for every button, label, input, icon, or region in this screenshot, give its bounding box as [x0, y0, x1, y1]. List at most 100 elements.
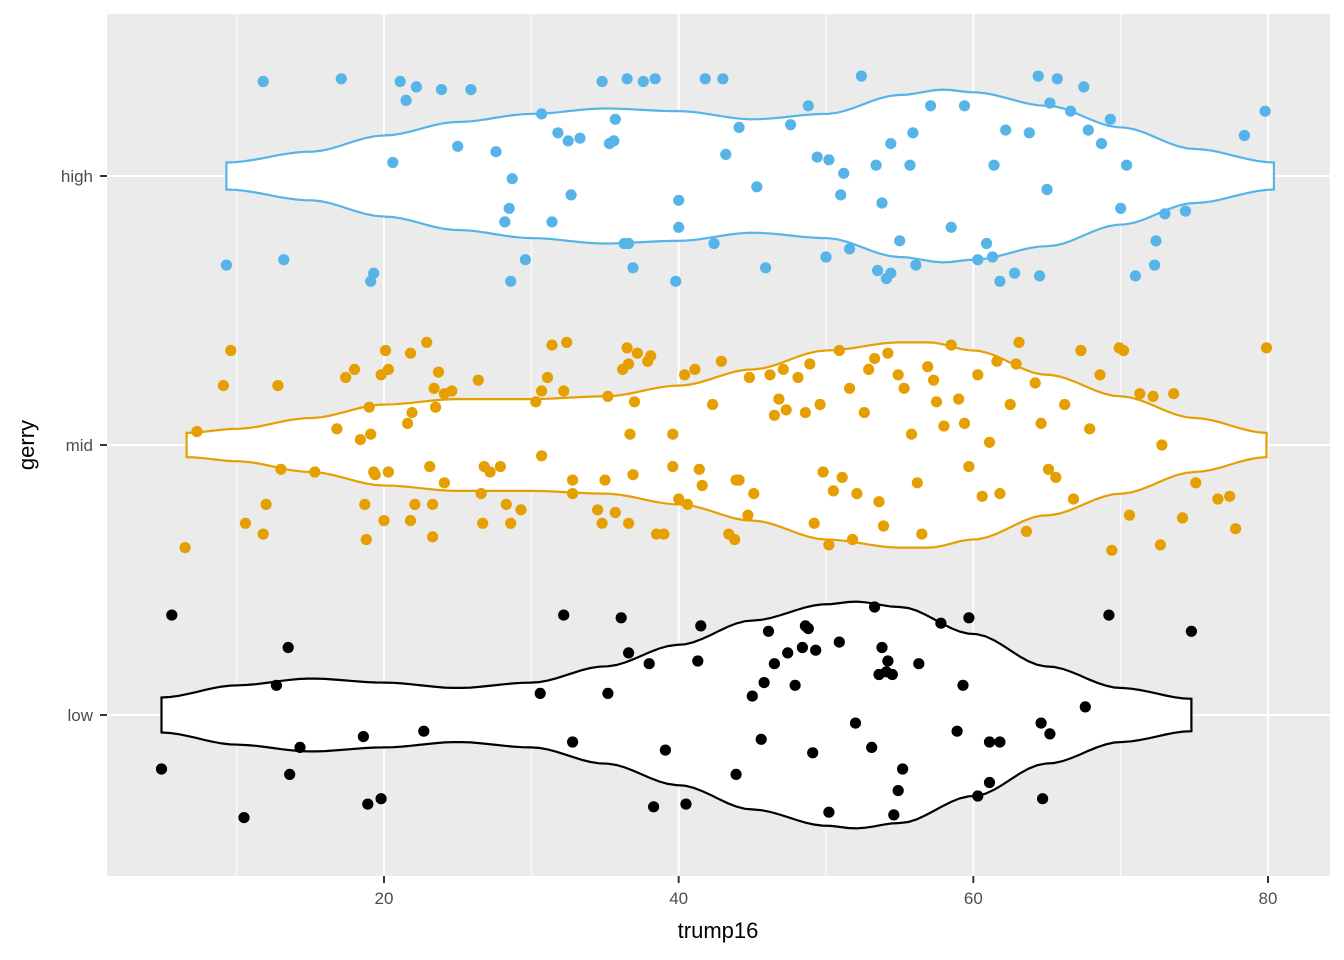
point-mid — [1075, 344, 1087, 357]
point-mid — [1154, 539, 1166, 551]
point-mid — [976, 490, 988, 502]
point-mid — [667, 461, 679, 473]
point-high — [452, 140, 464, 152]
point-mid — [658, 528, 670, 540]
point-mid — [369, 469, 381, 481]
point-mid — [823, 539, 835, 551]
point-high — [465, 84, 477, 96]
point-low — [758, 677, 770, 689]
point-low — [270, 679, 282, 691]
point-high — [1078, 81, 1090, 93]
point-high — [823, 154, 835, 166]
point-high — [623, 237, 635, 250]
point-mid — [922, 361, 934, 373]
point-mid — [406, 407, 418, 419]
point-high — [1179, 205, 1192, 217]
point-high — [278, 254, 290, 266]
point-high — [945, 221, 957, 233]
point-mid — [1224, 490, 1236, 502]
point-mid — [1123, 509, 1136, 521]
point-mid — [260, 498, 272, 510]
point-mid — [536, 450, 548, 462]
point-high — [870, 159, 882, 171]
point-mid — [438, 477, 450, 489]
point-mid — [379, 344, 392, 357]
point-high — [536, 108, 548, 120]
point-mid — [427, 498, 439, 510]
point-mid — [768, 409, 781, 421]
point-mid — [494, 461, 506, 473]
point-mid — [858, 407, 870, 419]
point-low — [643, 658, 655, 670]
point-high — [621, 73, 633, 85]
point-low — [972, 790, 984, 802]
point-high — [637, 75, 649, 88]
point-mid — [609, 506, 621, 519]
point-mid — [994, 488, 1006, 500]
point-high — [811, 151, 823, 163]
point-mid — [780, 404, 792, 416]
point-mid — [673, 493, 685, 505]
point-mid — [402, 417, 414, 429]
point-mid — [179, 542, 191, 554]
point-mid — [446, 385, 458, 397]
point-mid — [409, 498, 421, 510]
point-mid — [1156, 439, 1168, 451]
point-low — [886, 668, 898, 681]
point-high — [609, 113, 621, 125]
point-high — [872, 264, 884, 277]
point-mid — [777, 363, 789, 375]
point-mid — [945, 339, 957, 351]
point-low — [897, 763, 909, 775]
point-high — [673, 221, 685, 233]
point-low — [418, 725, 430, 737]
point-mid — [477, 517, 489, 529]
x-axis: 20 40 60 80 — [375, 876, 1277, 908]
point-high — [519, 254, 532, 266]
point-mid — [1212, 493, 1224, 505]
point-mid — [991, 355, 1003, 367]
point-mid — [958, 417, 971, 429]
point-mid — [836, 471, 848, 483]
point-high — [855, 70, 868, 82]
point-mid — [404, 347, 417, 359]
y-tick-label: low — [67, 706, 93, 725]
point-mid — [505, 517, 517, 529]
point-high — [673, 194, 685, 206]
point-mid — [1106, 544, 1118, 556]
point-mid — [621, 342, 633, 354]
point-high — [1051, 73, 1063, 85]
point-high — [505, 275, 517, 287]
point-low — [623, 647, 635, 659]
point-mid — [814, 398, 826, 411]
point-low — [789, 679, 801, 691]
point-mid — [541, 371, 554, 384]
point-mid — [693, 463, 705, 475]
point-mid — [546, 339, 558, 351]
point-mid — [363, 401, 375, 413]
point-high — [368, 267, 380, 279]
point-mid — [898, 382, 910, 394]
point-high — [1104, 113, 1116, 125]
point-mid — [432, 366, 445, 378]
y-axis-title: gerry — [14, 420, 39, 470]
point-mid — [733, 474, 745, 486]
point-low — [695, 620, 707, 632]
point-mid — [623, 358, 635, 370]
point-mid — [1013, 336, 1025, 348]
point-low — [963, 612, 975, 624]
point-mid — [1010, 358, 1022, 370]
point-mid — [930, 396, 943, 408]
point-mid — [421, 336, 433, 348]
point-mid — [846, 533, 859, 546]
point-low — [746, 690, 758, 702]
point-low — [951, 725, 963, 737]
point-mid — [911, 477, 923, 489]
point-high — [627, 262, 639, 274]
point-mid — [628, 396, 641, 408]
point-mid — [882, 347, 894, 359]
point-mid — [1029, 377, 1041, 389]
point-high — [717, 73, 729, 85]
point-high — [802, 100, 814, 112]
